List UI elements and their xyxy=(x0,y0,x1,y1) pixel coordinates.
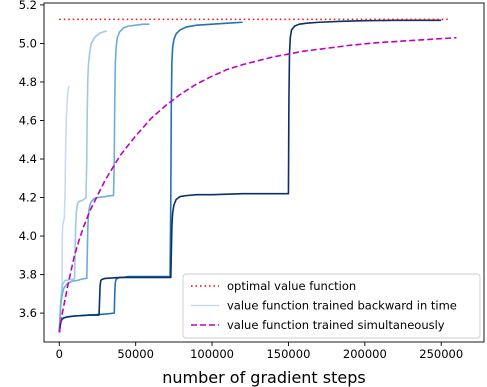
x-tick-label: 0 xyxy=(56,347,63,361)
x-axis-label: number of gradient steps xyxy=(162,368,365,387)
y-tick-label: 4.4 xyxy=(19,152,37,166)
legend-label: value function trained simultaneously xyxy=(227,318,445,332)
y-tick-label: 5.2 xyxy=(19,0,37,12)
plot-area xyxy=(58,18,457,333)
y-tick-label: 5.0 xyxy=(19,36,37,50)
x-tick-label: 50000 xyxy=(117,347,154,361)
series-line-3 xyxy=(58,23,150,333)
legend: optimal value function value function tra… xyxy=(182,273,481,339)
series-line-6 xyxy=(58,36,457,333)
x-tick-label: 250000 xyxy=(419,347,463,361)
y-tick-label: 4.6 xyxy=(19,113,37,127)
series-line-5 xyxy=(58,19,442,333)
x-tick-label: 200000 xyxy=(343,347,387,361)
series-layer xyxy=(58,18,457,333)
y-tick-label: 4.0 xyxy=(19,229,37,243)
x-tick-label: 100000 xyxy=(190,347,234,361)
x-tick-label: 150000 xyxy=(266,347,310,361)
y-tick-label: 3.6 xyxy=(19,306,37,320)
y-tick-label: 4.2 xyxy=(19,191,37,205)
plot-frame xyxy=(43,2,485,343)
legend-label: value function trained backward in time xyxy=(227,299,457,313)
legend-box xyxy=(182,273,481,339)
legend-label: optimal value function xyxy=(227,279,356,293)
series-line-2 xyxy=(58,30,107,333)
axis-ticks: 0 50000 100000 150000 200000 250000 3.6 3.8 4.0 4… xyxy=(19,0,463,361)
y-tick-label: 3.8 xyxy=(19,268,37,282)
y-tick-label: 4.8 xyxy=(19,75,37,89)
